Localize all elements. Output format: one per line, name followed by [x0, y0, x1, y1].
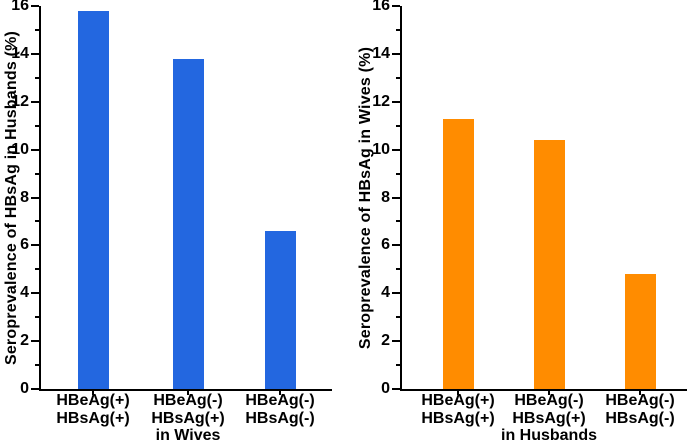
y-minor-tick — [35, 316, 39, 319]
y-major-tick — [392, 292, 400, 295]
y-minor-tick — [396, 172, 400, 175]
x-category-tick — [457, 391, 459, 395]
x-axis-line — [39, 389, 332, 391]
category-label: HBeAg(-) HBsAg(-) — [245, 392, 314, 429]
y-major-tick — [31, 196, 39, 199]
category-label-line: HBeAg(+) — [56, 392, 130, 409]
y-tick-label: 6 — [381, 236, 390, 254]
y-tick-label: 16 — [372, 0, 390, 14]
y-tick-label: 0 — [20, 380, 29, 397]
y-major-tick — [31, 52, 39, 55]
category-label-line: HBsAg(-) — [245, 410, 315, 428]
y-minor-tick — [35, 124, 39, 127]
y-minor-tick — [35, 364, 39, 367]
x-category-tick — [639, 391, 641, 395]
category-label: HBeAg(-) HBsAg(-) — [605, 392, 674, 429]
category-label-line: HBeAg(-) — [514, 392, 584, 409]
x-category-tick — [548, 391, 550, 395]
y-minor-tick — [396, 316, 400, 319]
category-label-line: HBsAg(+) — [512, 410, 586, 428]
y-minor-tick — [396, 124, 400, 127]
x-category-tick — [187, 391, 189, 395]
bar-HBeAg(-)-HBsAg(-) — [264, 231, 296, 389]
y-tick-label: 4 — [381, 284, 390, 302]
y-minor-tick — [35, 172, 39, 175]
y-tick-label: 8 — [381, 188, 390, 206]
right-x-axis-title: in Husbands — [500, 427, 598, 444]
y-tick-label: 14 — [11, 44, 29, 62]
wives-seroprevalence-chart: Seroprevalence of HBsAg in Wives (%) in … — [347, 0, 697, 445]
x-category-tick — [279, 391, 281, 395]
x-axis-line — [400, 389, 687, 391]
y-minor-tick — [35, 76, 39, 79]
category-label: HBeAg(-) HBsAg(+) — [512, 392, 585, 429]
y-tick-label: 12 — [11, 92, 29, 110]
y-minor-tick — [35, 220, 39, 223]
category-label-line: HBsAg(+) — [151, 410, 225, 428]
y-major-tick — [392, 388, 400, 390]
y-tick-label: 2 — [20, 332, 29, 350]
category-label: HBeAg(+) HBsAg(+) — [421, 392, 494, 429]
y-major-tick — [392, 244, 400, 247]
y-major-tick — [31, 292, 39, 295]
y-tick-label: 8 — [20, 188, 29, 206]
bar-HBeAg(+)-HBsAg(+) — [442, 118, 474, 389]
y-tick-label: 2 — [381, 332, 390, 350]
y-tick-label: 16 — [11, 0, 29, 14]
y-tick-label: 0 — [381, 380, 390, 397]
bar-HBeAg(+)-HBsAg(+) — [77, 10, 109, 389]
bar-HBeAg(-)-HBsAg(+) — [172, 58, 204, 389]
y-axis-line — [400, 6, 402, 391]
y-major-tick — [31, 340, 39, 343]
y-minor-tick — [396, 364, 400, 367]
y-tick-label: 10 — [372, 140, 390, 158]
y-minor-tick — [396, 76, 400, 79]
left-x-axis-title: in Wives — [155, 427, 221, 444]
y-minor-tick — [396, 268, 400, 271]
y-minor-tick — [396, 28, 400, 31]
y-major-tick — [31, 148, 39, 151]
y-tick-label: 6 — [20, 236, 29, 254]
category-label-line: HBeAg(-) — [605, 392, 675, 409]
category-label-line: HBsAg(+) — [421, 410, 495, 428]
y-major-tick — [31, 5, 39, 7]
y-tick-label: 4 — [20, 284, 29, 302]
x-category-tick — [92, 391, 94, 395]
y-tick-label: 14 — [372, 44, 390, 62]
y-major-tick — [31, 244, 39, 247]
y-minor-tick — [35, 268, 39, 271]
category-label-line: HBeAg(-) — [245, 392, 315, 409]
y-major-tick — [392, 5, 400, 7]
y-axis-line — [39, 6, 41, 391]
y-major-tick — [392, 100, 400, 103]
y-major-tick — [392, 340, 400, 343]
y-major-tick — [392, 148, 400, 151]
category-label-line: HBsAg(+) — [56, 410, 130, 428]
bar-HBeAg(-)-HBsAg(+) — [533, 140, 565, 389]
category-label: HBeAg(-) HBsAg(+) — [151, 392, 224, 429]
husbands-seroprevalence-chart: Seroprevalence of HBsAg in Husbands (%) … — [0, 0, 347, 445]
bar-HBeAg(-)-HBsAg(-) — [624, 274, 656, 389]
y-tick-label: 12 — [372, 92, 390, 110]
y-major-tick — [31, 100, 39, 103]
y-major-tick — [392, 52, 400, 55]
category-label-line: HBeAg(+) — [421, 392, 495, 409]
y-minor-tick — [396, 220, 400, 223]
y-major-tick — [31, 388, 39, 390]
y-minor-tick — [35, 28, 39, 31]
y-major-tick — [392, 196, 400, 199]
category-label-line: HBeAg(-) — [153, 392, 223, 409]
category-label: HBeAg(+) HBsAg(+) — [56, 392, 129, 429]
category-label-line: HBsAg(-) — [605, 410, 675, 428]
y-tick-label: 10 — [11, 140, 29, 158]
